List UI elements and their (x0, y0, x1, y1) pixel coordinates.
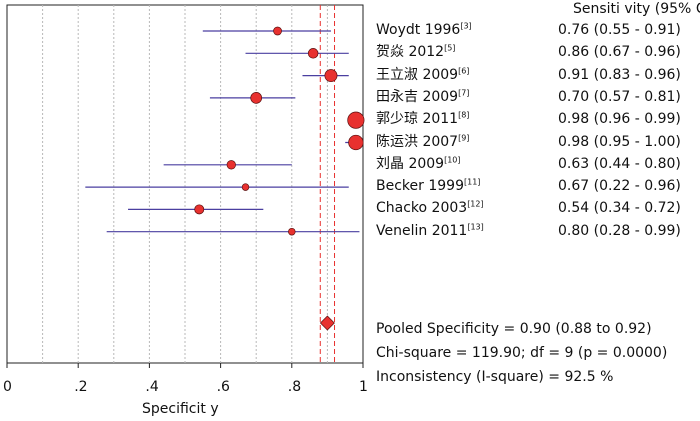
study-point-marker (347, 111, 365, 129)
study-value: 0.98 (0.95 - 1.00) (558, 133, 681, 150)
pooled-specificity-text: Pooled Specificity = 0.90 (0.88 to 0.92) (376, 321, 652, 337)
study-name: 田永吉 2009 (376, 88, 459, 105)
x-tick-label: 0 (3, 379, 12, 395)
study-name: 王立淑 2009 (376, 66, 459, 83)
study-label: 王立淑 2009[6] (376, 65, 470, 83)
study-label: Woydt 1996[3] (376, 22, 472, 38)
study-name: 刘晶 2009 (376, 155, 445, 172)
inconsistency-text: Inconsistency (I-square) = 92.5 % (376, 369, 614, 385)
study-label: Chacko 2003[12] (376, 200, 484, 216)
x-axis-title: Specificit y (142, 401, 219, 417)
study-value: 0.91 (0.83 - 0.96) (558, 66, 681, 83)
study-label: 郭少琼 2011[8] (376, 111, 469, 127)
study-value: 0.80 (0.28 - 0.99) (558, 222, 681, 239)
study-reference: [8] (458, 110, 470, 120)
study-value: 0.70 (0.57 - 0.81) (558, 88, 681, 105)
x-tick-label: .8 (287, 379, 302, 395)
x-tick-label: 1 (359, 379, 368, 395)
study-reference: [10] (444, 155, 461, 165)
study-name: 贺焱 2012 (376, 44, 445, 61)
study-name: 郭少琼 2011 (376, 111, 459, 128)
study-reference: [5] (444, 43, 456, 53)
study-value: 0.98 (0.96 - 0.99) (558, 111, 681, 128)
study-point-marker (250, 92, 263, 104)
chi-square-text: Chi-square = 119.90; df = 9 (p = 0.0000) (376, 345, 668, 361)
study-label: Venelin 2011[13] (376, 223, 484, 239)
study-reference: [7] (458, 88, 470, 98)
study-name: Chacko 2003 (376, 200, 468, 217)
column-header: Sensiti vity (95% CI) (573, 1, 700, 17)
study-name: Venelin 2011 (376, 222, 468, 239)
study-reference: [13] (467, 222, 484, 232)
study-value: 0.67 (0.22 - 0.96) (558, 178, 681, 195)
study-reference: [9] (458, 132, 470, 142)
study-value: 0.54 (0.34 - 0.72) (558, 200, 681, 217)
study-value: 0.86 (0.67 - 0.96) (558, 44, 681, 61)
pooled-diamond-marker (319, 315, 335, 331)
study-point-marker (273, 26, 282, 36)
study-name: 陈运洪 2007 (376, 133, 459, 150)
study-reference: [6] (458, 65, 470, 75)
study-reference: [12] (467, 199, 484, 209)
study-point-marker (307, 48, 319, 59)
study-label: 刘晶 2009[10] (376, 156, 461, 172)
study-label: Becker 1999[11] (376, 178, 480, 194)
study-name: Becker 1999 (376, 178, 464, 195)
study-label: 贺焱 2012[5] (376, 44, 455, 60)
study-reference: [3] (460, 21, 472, 31)
study-point-marker (324, 69, 338, 83)
study-reference: [11] (463, 177, 481, 187)
x-tick-label: .2 (74, 379, 88, 395)
study-point-marker (194, 204, 205, 215)
x-tick-label: .6 (216, 379, 230, 395)
study-label: 田永吉 2009[7] (376, 89, 469, 105)
study-point-marker (226, 160, 236, 170)
study-value: 0.63 (0.44 - 0.80) (558, 155, 681, 172)
study-point-marker (288, 227, 296, 236)
study-label: 陈运洪 2007[9] (376, 132, 470, 150)
x-tick-label: .4 (145, 379, 159, 395)
study-name: Woydt 1996 (376, 22, 461, 38)
study-value: 0.76 (0.55 - 0.91) (558, 22, 681, 38)
study-point-marker (348, 134, 364, 151)
study-point-marker (241, 183, 250, 191)
